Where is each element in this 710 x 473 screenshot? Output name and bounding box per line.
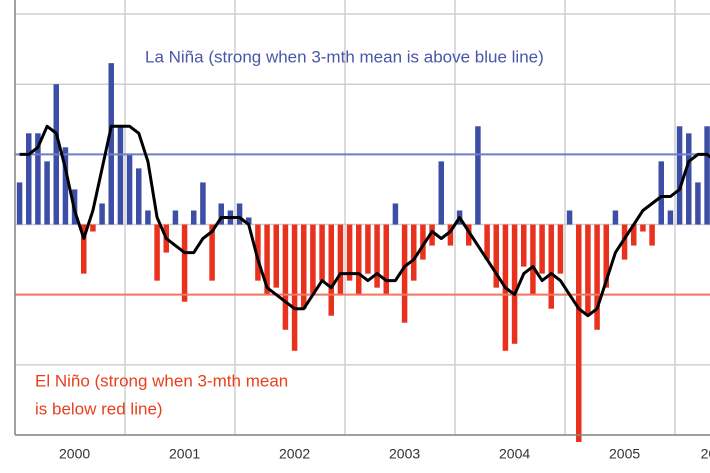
bar (374, 224, 380, 288)
bar (337, 224, 344, 295)
marks (15, 63, 710, 443)
bar (246, 217, 252, 225)
bar (255, 224, 261, 281)
mean-line (19, 124, 710, 318)
bar (585, 224, 591, 316)
bar (649, 224, 655, 246)
bar (521, 224, 527, 267)
bar (291, 224, 298, 351)
bar (35, 133, 41, 225)
bar (612, 210, 619, 225)
bar (191, 210, 197, 225)
bar (548, 224, 554, 309)
x-tick-label: 2006 (701, 446, 710, 462)
bar (438, 161, 444, 225)
bar (621, 224, 628, 260)
bar (530, 224, 536, 295)
bar (236, 203, 243, 225)
bar (539, 224, 545, 274)
bar (411, 224, 417, 281)
bar (154, 224, 160, 281)
bar (328, 224, 334, 316)
bar (99, 203, 105, 225)
x-tick-label: 2000 (59, 446, 90, 462)
bar (566, 210, 573, 225)
bar (631, 224, 637, 246)
el-nino-note: is below red line) (35, 399, 163, 418)
bar (16, 182, 23, 225)
bar (594, 224, 600, 330)
bar (475, 126, 481, 225)
bar (356, 224, 362, 295)
bar (136, 168, 142, 225)
bar (676, 126, 683, 225)
la-nina-note: La Niña (strong when 3-mth mean is above… (145, 47, 544, 66)
bar (282, 224, 289, 330)
bar (319, 224, 325, 281)
bar (484, 224, 490, 260)
bar (695, 182, 701, 225)
bar (273, 224, 279, 288)
bar (667, 210, 674, 225)
bar (62, 147, 69, 225)
x-tick-label: 2001 (169, 446, 200, 462)
bar (640, 224, 646, 232)
x-tick-label: 2004 (499, 446, 530, 462)
x-tick-label: 2002 (279, 446, 310, 462)
bar (301, 224, 307, 309)
bar (603, 224, 609, 288)
bar (172, 210, 179, 225)
bar (365, 224, 371, 274)
bar (704, 126, 710, 225)
bar (264, 224, 270, 295)
bar (658, 161, 664, 225)
bar (117, 126, 124, 225)
bar (686, 133, 692, 225)
bar (26, 133, 32, 225)
bar (126, 154, 133, 225)
el-nino-note: El Niño (strong when 3-mth mean (35, 371, 288, 390)
bar (90, 224, 96, 232)
bar (511, 224, 518, 344)
bar (493, 224, 499, 288)
bar (401, 224, 408, 323)
bar (209, 224, 215, 281)
bar (466, 224, 472, 246)
bar (429, 224, 435, 246)
bar (218, 203, 224, 225)
bar (447, 224, 454, 246)
bar (108, 63, 114, 225)
bar (200, 182, 206, 225)
bar (44, 161, 50, 225)
bar (383, 224, 389, 295)
bar (420, 224, 426, 260)
bar (310, 224, 316, 295)
bar (576, 224, 582, 443)
bar (392, 203, 399, 225)
bar (81, 224, 87, 274)
bar (346, 224, 353, 281)
bar (181, 224, 188, 302)
bar (145, 210, 151, 225)
x-tick-label: 2003 (389, 446, 420, 462)
bar (557, 224, 564, 274)
x-tick-label: 2005 (609, 446, 640, 462)
